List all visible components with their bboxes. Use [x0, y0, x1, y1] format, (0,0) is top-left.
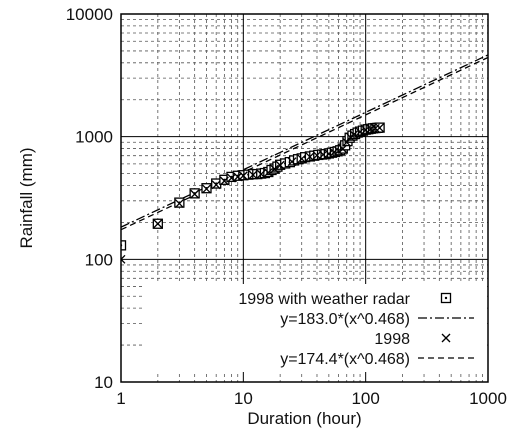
data-point — [440, 292, 452, 304]
data-point-cross-b — [349, 130, 359, 140]
y-tick-label: 10000 — [66, 5, 113, 24]
data-point — [338, 144, 348, 154]
data-point-cross-b — [270, 164, 280, 174]
data-point-cross-b — [121, 254, 126, 261]
y-tick-label: 1000 — [75, 128, 113, 147]
data-point — [375, 123, 385, 133]
data-point-cross-b — [174, 199, 184, 208]
series-points — [121, 122, 385, 251]
data-point-cross-b — [312, 150, 322, 160]
data-point — [219, 176, 229, 186]
data-point-cross-b — [219, 176, 229, 186]
data-point-cross-b — [305, 152, 315, 162]
data-point-dot — [444, 296, 448, 300]
legend-label: y=174.4*(x^0.468) — [280, 351, 410, 368]
data-point-cross-b — [375, 123, 385, 133]
legend-label: 1998 — [374, 331, 410, 348]
data-point — [190, 189, 200, 199]
series-layer — [121, 54, 488, 264]
legend-label: 1998 with weather radar — [238, 291, 410, 308]
data-point-cross-b — [355, 127, 365, 137]
x-axis-label: Duration (hour) — [247, 409, 361, 428]
data-point-cross-b — [338, 144, 348, 154]
data-point-cross-b — [190, 189, 200, 199]
data-point — [349, 130, 359, 140]
legend-label: y=183.0*(x^0.468) — [280, 311, 410, 328]
x-tick-label: 1000 — [469, 389, 507, 408]
data-point — [305, 152, 315, 162]
data-point-cross-b — [211, 180, 221, 190]
y-tick-label: 10 — [94, 373, 113, 392]
data-point-cross-b — [275, 160, 285, 170]
data-point — [297, 154, 307, 164]
data-point — [342, 137, 352, 147]
data-point — [287, 157, 297, 167]
data-point — [334, 146, 343, 156]
data-point-cross-b — [238, 171, 248, 181]
plot-frame — [120, 13, 489, 383]
x-tick-label: 100 — [351, 389, 379, 408]
data-point — [441, 333, 451, 343]
data-point-cross-b — [153, 219, 163, 229]
data-point-cross-b — [342, 137, 352, 147]
y-tick-label: 100 — [85, 250, 113, 269]
data-point-cross-b — [324, 149, 334, 159]
data-point — [174, 197, 185, 208]
data-point — [248, 170, 258, 180]
data-point — [256, 169, 266, 179]
data-point-cross-b — [334, 146, 343, 156]
data-point-cross-b — [233, 172, 243, 182]
series-line — [121, 56, 488, 231]
data-point — [238, 171, 248, 181]
series-points — [121, 123, 385, 264]
data-point-cross-b — [256, 169, 266, 179]
data-point-cross-b — [202, 184, 211, 194]
legend: 1998 with weather radar y=183.0*(x^0.468)… — [238, 291, 474, 368]
data-point — [121, 254, 126, 264]
legend-background — [145, 284, 487, 372]
data-point-cross-b — [248, 170, 258, 180]
data-point — [275, 160, 285, 170]
data-point-cross-a — [121, 258, 126, 264]
data-point — [270, 164, 280, 174]
data-point-cross-b — [318, 150, 328, 159]
data-point — [174, 199, 184, 208]
y-axis-label: Rainfall (mm) — [17, 147, 36, 248]
data-point-square — [121, 240, 127, 251]
data-point-cross-b — [227, 173, 236, 183]
x-tick-label: 1 — [116, 389, 125, 408]
data-point-cross-b — [297, 154, 307, 164]
x-tick-label: 10 — [234, 389, 253, 408]
data-point — [202, 184, 211, 194]
data-point — [324, 149, 334, 159]
data-point-cross-b — [441, 333, 451, 343]
data-point — [263, 168, 273, 177]
data-point — [355, 127, 365, 137]
data-point — [153, 219, 163, 229]
data-point-cross-b — [263, 168, 273, 177]
data-point — [211, 180, 221, 190]
data-point-cross-b — [287, 157, 297, 167]
